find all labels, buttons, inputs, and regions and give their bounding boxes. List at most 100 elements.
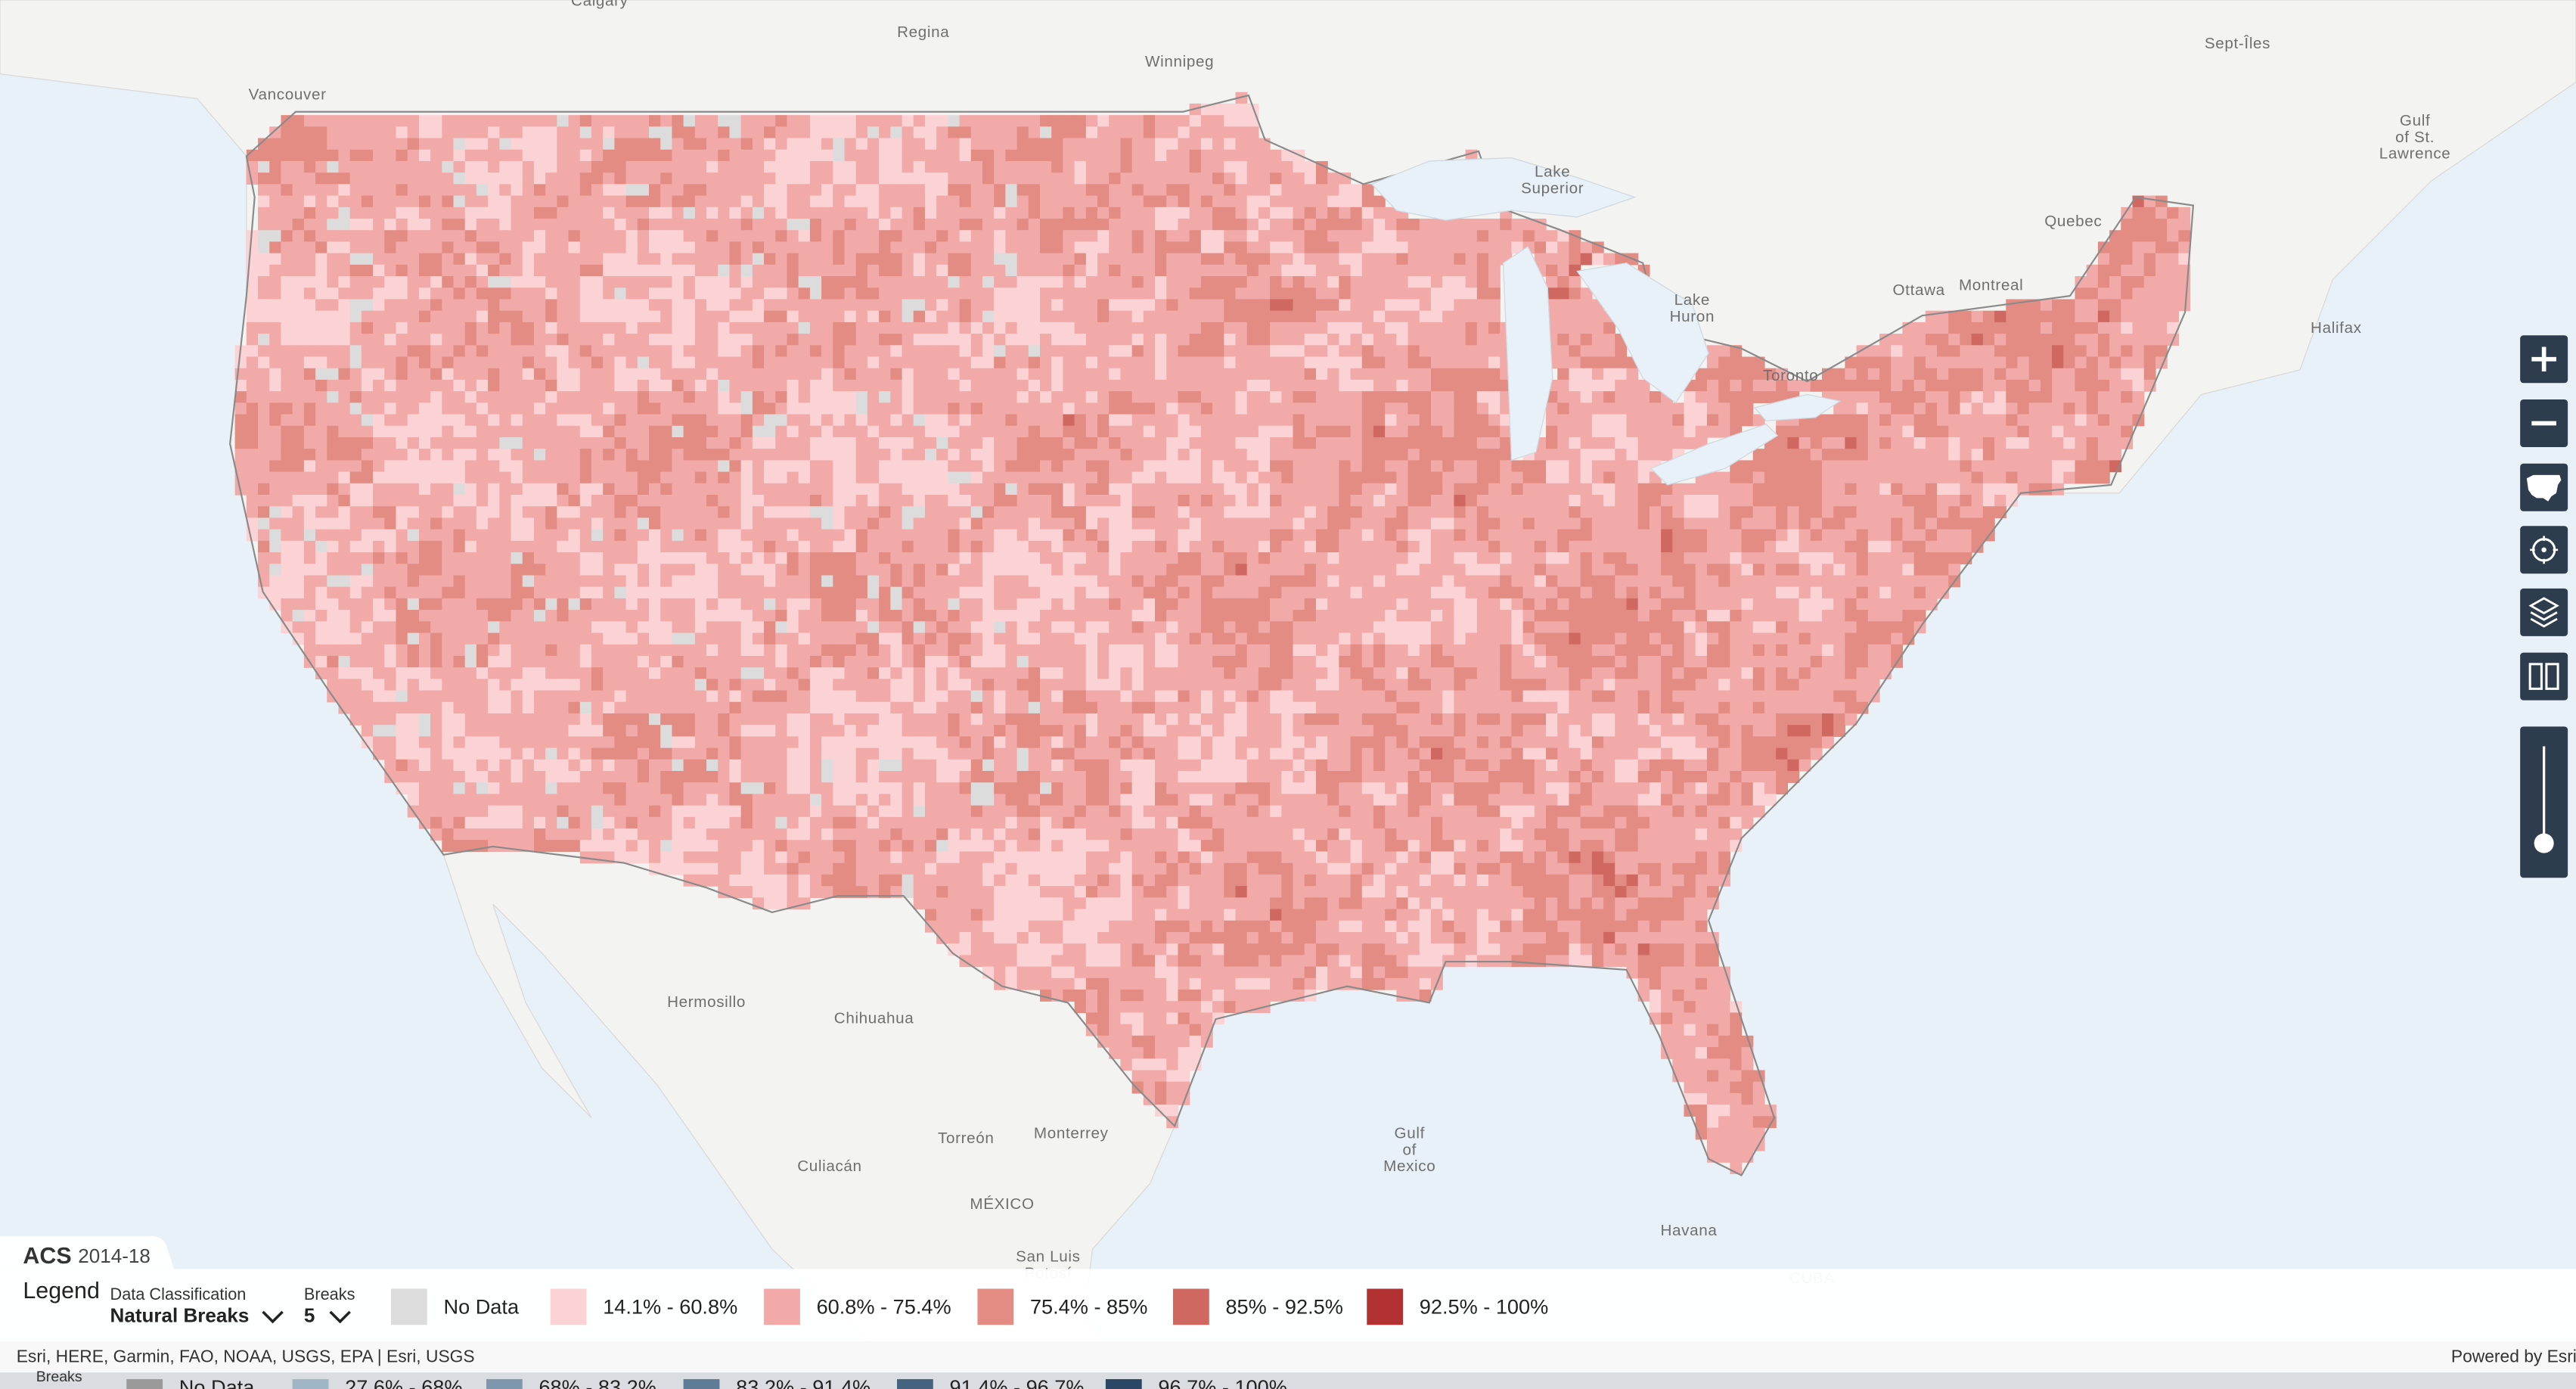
county-cell (533, 414, 546, 427)
county-cell (1235, 402, 1248, 415)
county-cell (464, 172, 477, 185)
county-cell (418, 207, 431, 219)
county-cell (672, 207, 684, 219)
county-cell (407, 437, 420, 449)
county-cell (511, 471, 523, 484)
county-cell (740, 483, 753, 496)
county-cell (1189, 402, 1202, 415)
county-cell (798, 368, 811, 381)
county-cell (694, 126, 707, 139)
county-cell (2052, 460, 2064, 473)
county-cell (1131, 218, 1144, 231)
county-cell (269, 126, 282, 139)
county-cell (1212, 345, 1224, 358)
county-cell (303, 437, 316, 449)
county-cell (1039, 126, 1052, 139)
county-cell (476, 471, 489, 484)
county-cell (1672, 483, 1685, 496)
county-cell (430, 437, 442, 449)
county-cell (649, 184, 661, 197)
county-cell (1051, 391, 1064, 403)
county-cell (694, 218, 707, 231)
county-cell (1155, 506, 1167, 519)
county-cell (1016, 379, 1029, 392)
county-cell (1580, 402, 1593, 415)
county-cell (1339, 437, 1352, 449)
county-cell (1016, 449, 1029, 461)
county-cell (349, 517, 362, 530)
county-cell (1569, 253, 1581, 266)
county-cell (303, 483, 316, 496)
county-cell (1407, 230, 1420, 243)
county-cell (488, 276, 500, 288)
county-cell (246, 379, 259, 392)
county-cell (924, 356, 937, 369)
county-cell (488, 356, 500, 369)
county-cell (361, 172, 374, 185)
county-cell (1166, 207, 1179, 219)
county-cell (879, 540, 891, 553)
county-cell (924, 138, 937, 151)
county-cell (729, 540, 742, 553)
county-cell (1178, 195, 1190, 208)
county-cell (1982, 414, 1995, 427)
county-cell (533, 276, 546, 288)
county-cell (1637, 483, 1650, 496)
county-cell (1131, 345, 1144, 358)
county-cell (1120, 506, 1133, 519)
county-cell (1454, 495, 1466, 507)
county-cell (1430, 368, 1443, 381)
county-cell (1028, 138, 1041, 151)
county-cell (488, 160, 500, 173)
county-cell (1891, 529, 1904, 542)
county-cell (1212, 160, 1224, 173)
county-cell (246, 471, 259, 484)
county-cell (1063, 149, 1075, 162)
county-cell (809, 414, 822, 427)
county-cell (373, 368, 385, 381)
county-cell (2155, 345, 2168, 358)
county-cell (1891, 460, 1904, 473)
county-cell (1051, 138, 1064, 151)
county-cell (1764, 449, 1777, 461)
county-cell (672, 449, 684, 461)
county-cell (349, 471, 362, 484)
county-cell (637, 471, 650, 484)
county-cell (694, 449, 707, 461)
county-cell (649, 425, 661, 438)
county-cell (1661, 402, 1673, 415)
county-cell (1304, 322, 1317, 334)
county-cell (1442, 345, 1455, 358)
county-cell (1224, 241, 1237, 254)
county-cell (879, 230, 891, 243)
county-cell (982, 414, 995, 427)
county-cell (2063, 299, 2076, 312)
county-cell (809, 218, 822, 231)
county-cell (1189, 425, 1202, 438)
county-cell (1005, 195, 1018, 208)
county-cell (879, 368, 891, 381)
county-cell (1661, 529, 1673, 542)
county-cell (913, 402, 926, 415)
county-cell (1488, 310, 1501, 323)
county-cell (1752, 495, 1765, 507)
county-cell (764, 287, 776, 300)
county-cell (488, 540, 500, 553)
county-cell (1603, 414, 1615, 427)
county-cell (1281, 184, 1294, 197)
county-cell (430, 149, 442, 162)
county-cell (545, 230, 558, 243)
county-cell (1476, 368, 1489, 381)
county-cell (833, 126, 846, 139)
county-cell (1051, 540, 1064, 553)
county-cell (557, 322, 570, 334)
county-cell (281, 253, 293, 266)
county-cell (1143, 506, 1156, 519)
county-cell (246, 517, 259, 530)
county-cell (315, 299, 327, 312)
county-cell (1200, 529, 1213, 542)
county-cell (349, 253, 362, 266)
county-cell (1419, 495, 1432, 507)
county-cell (1327, 425, 1339, 438)
county-cell (1166, 356, 1179, 369)
